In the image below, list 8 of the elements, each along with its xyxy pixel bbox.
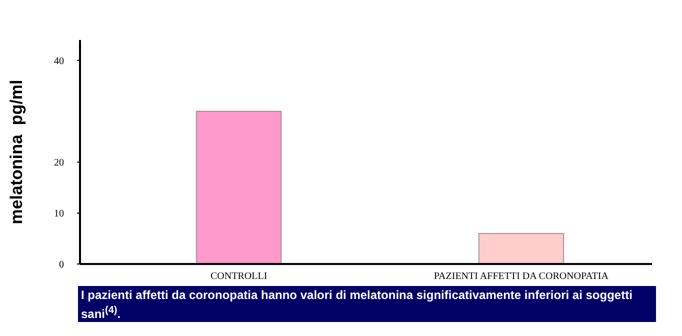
y-axis-title: melatonina pg/ml xyxy=(7,80,26,224)
text: I pazienti affetti da coronopatia hanno valori di melatonina significativamente inferiori ai soggetti sani$^{(4)}$. xyxy=(78,286,656,323)
y-tick-label: 0 xyxy=(59,260,64,270)
x-tick-label: CONTROLLI xyxy=(210,271,268,282)
y-tick-label: 40 xyxy=(54,56,64,67)
y-tick-label: 20 xyxy=(54,158,64,169)
x-tick-label: PAZIENTI AFFETTI DA CORONOPATIA xyxy=(434,271,610,282)
y-tick-label: 10 xyxy=(54,208,64,220)
